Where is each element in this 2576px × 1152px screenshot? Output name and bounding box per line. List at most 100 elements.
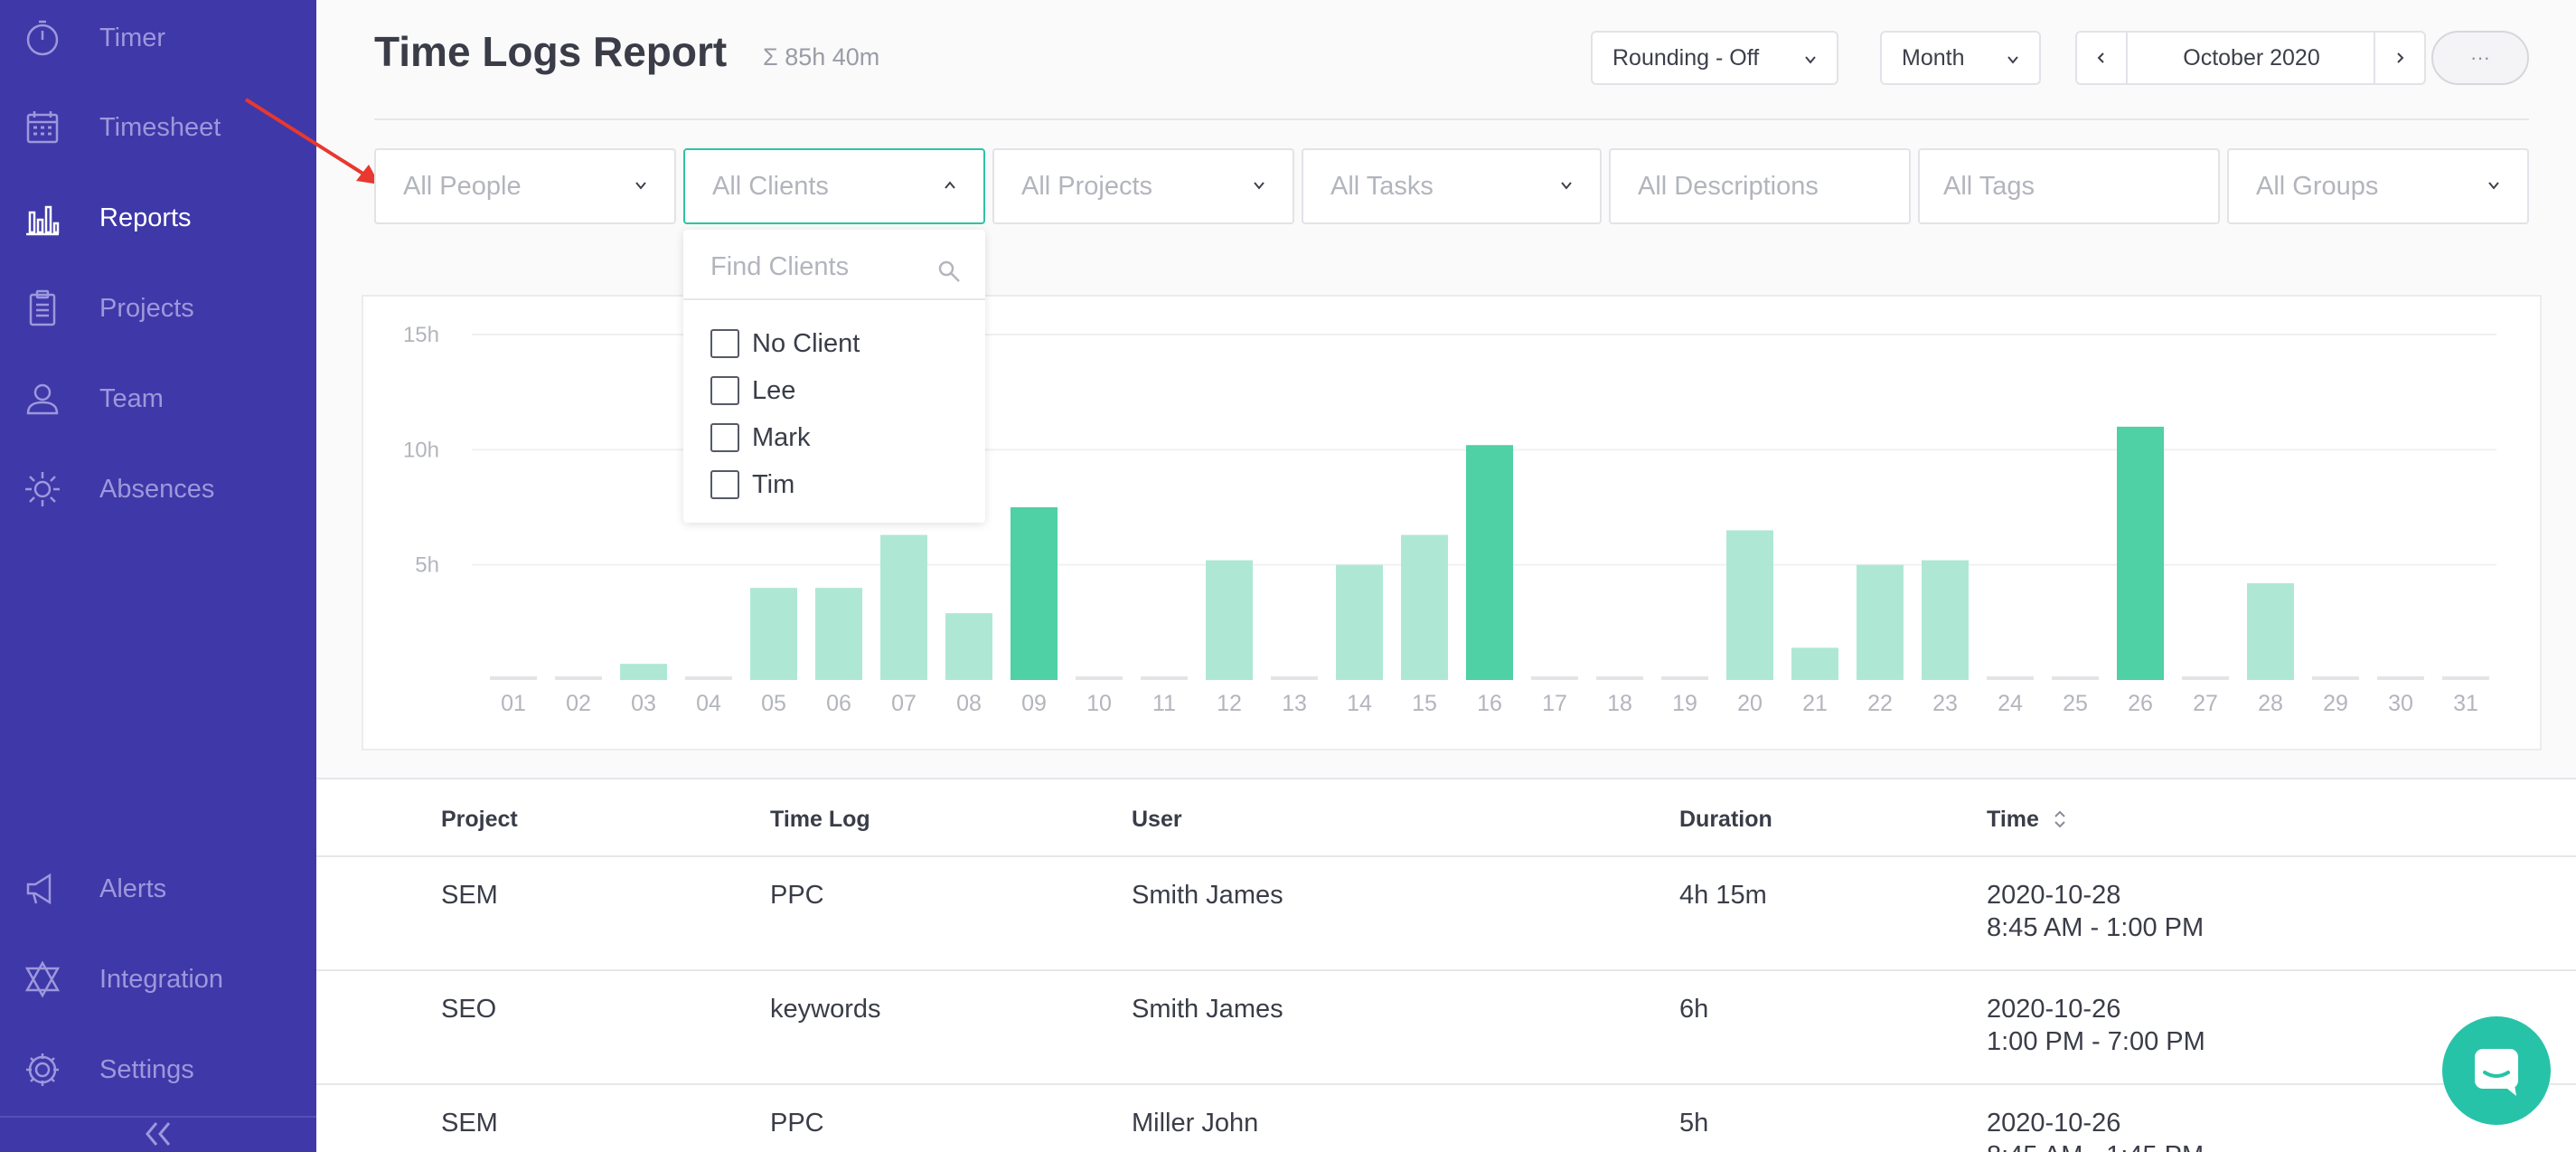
chart-bar[interactable]: [1661, 676, 1708, 680]
sidebar-item-label: Team: [99, 383, 164, 413]
projects-filter[interactable]: All Projects: [992, 148, 1294, 224]
cell-date: 2020-10-26: [1987, 995, 2121, 1024]
chart-bar[interactable]: [620, 664, 667, 680]
sidebar-item-projects[interactable]: Projects: [0, 268, 316, 349]
tags-filter[interactable]: All Tags: [1918, 148, 2220, 224]
row-divider: [316, 1083, 2576, 1085]
cell-project: SEO: [441, 995, 497, 1024]
chart-bar[interactable]: [2182, 676, 2229, 680]
chart-bar[interactable]: [2117, 426, 2164, 680]
cell-time-range: 8:45 AM - 1:45 PM: [1987, 1141, 2204, 1152]
period-select[interactable]: Month: [1880, 31, 2041, 85]
column-header-user[interactable]: User: [1132, 807, 1182, 832]
x-tick-label: 14: [1347, 691, 1372, 716]
row-divider: [316, 855, 2576, 857]
chart-bar[interactable]: [1726, 530, 1773, 680]
x-tick-label: 23: [1932, 691, 1958, 716]
chart-bar[interactable]: [1531, 676, 1578, 680]
column-header-time[interactable]: Time: [1987, 807, 2067, 833]
sidebar-item-label: Alerts: [99, 873, 167, 903]
x-tick-label: 18: [1607, 691, 1632, 716]
chevron-down-icon: [635, 182, 646, 190]
chart-bar[interactable]: [815, 588, 862, 680]
sidebar-item-team[interactable]: Team: [0, 358, 316, 439]
sidebar-item-label: Integration: [99, 964, 224, 994]
client-option-label: No Client: [752, 328, 860, 358]
chart-bar[interactable]: [490, 676, 537, 680]
sort-icon: [2054, 810, 2065, 828]
chart-bar[interactable]: [2247, 583, 2294, 680]
cell-time-range: 1:00 PM - 7:00 PM: [1987, 1027, 2205, 1056]
sidebar-item-settings[interactable]: Settings: [0, 1029, 316, 1110]
sidebar-item-alerts[interactable]: Alerts: [0, 848, 316, 930]
chart-bar[interactable]: [1922, 560, 1969, 680]
chart-bar[interactable]: [2377, 676, 2424, 680]
chart-bar[interactable]: [555, 676, 602, 680]
chat-button[interactable]: [2442, 1016, 2551, 1125]
next-month-button[interactable]: [2374, 33, 2424, 83]
x-tick-label: 16: [1477, 691, 1502, 716]
chart-bar[interactable]: [1987, 676, 2034, 680]
sidebar-item-absences[interactable]: Absences: [0, 449, 316, 530]
chart-bar[interactable]: [1141, 676, 1188, 680]
chart-bar[interactable]: [2442, 676, 2489, 680]
current-month: October 2020: [2183, 44, 2320, 71]
x-tick-label: 30: [2388, 691, 2413, 716]
more-options-button[interactable]: ···: [2431, 31, 2529, 85]
chart-bar[interactable]: [1466, 445, 1513, 680]
checkbox[interactable]: [710, 423, 739, 452]
sidebar-item-timer[interactable]: Timer: [0, 0, 316, 79]
client-option-tim[interactable]: Tim: [710, 467, 794, 503]
sidebar-item-reports[interactable]: Reports: [0, 177, 316, 259]
people-filter[interactable]: All People: [374, 148, 676, 224]
descriptions-filter[interactable]: All Descriptions: [1609, 148, 1911, 224]
collapse-sidebar-button[interactable]: [0, 1116, 316, 1152]
client-option-label: Mark: [752, 422, 811, 452]
checkbox[interactable]: [710, 376, 739, 405]
chart-bar[interactable]: [2052, 676, 2099, 680]
sidebar: Timer Timesheet Reports Projects Team Ab…: [0, 0, 316, 1152]
person-icon: [22, 378, 63, 420]
checkbox[interactable]: [710, 470, 739, 499]
client-option-mark[interactable]: Mark: [710, 420, 810, 456]
column-header-time-log[interactable]: Time Log: [770, 807, 870, 832]
x-tick-label: 21: [1802, 691, 1828, 716]
sidebar-item-integration[interactable]: Integration: [0, 939, 316, 1020]
x-tick-label: 17: [1542, 691, 1567, 716]
chart-bar[interactable]: [1271, 676, 1318, 680]
rounding-select[interactable]: Rounding - Off: [1591, 31, 1838, 85]
column-header-duration[interactable]: Duration: [1679, 807, 1772, 832]
chart-bar[interactable]: [685, 676, 732, 680]
tasks-filter[interactable]: All Tasks: [1302, 148, 1602, 224]
cell-time-range: 8:45 AM - 1:00 PM: [1987, 913, 2205, 942]
client-option-lee[interactable]: Lee: [710, 373, 795, 409]
row-divider: [316, 969, 2576, 971]
chart-bar[interactable]: [1336, 564, 1383, 680]
client-option-no-client[interactable]: No Client: [710, 326, 860, 362]
x-tick-label: 31: [2453, 691, 2478, 716]
x-tick-label: 19: [1672, 691, 1697, 716]
chart-bar[interactable]: [1401, 534, 1448, 680]
chart-bar[interactable]: [1596, 676, 1643, 680]
x-tick-label: 07: [891, 691, 917, 716]
previous-month-button[interactable]: [2077, 33, 2128, 83]
gear-icon: [22, 1049, 63, 1091]
clients-filter[interactable]: All Clients: [683, 148, 985, 224]
chart-bar[interactable]: [750, 588, 797, 680]
chart-bar[interactable]: [1076, 676, 1123, 680]
chart-bar[interactable]: [945, 613, 992, 680]
clients-filter-label: All Clients: [712, 171, 829, 201]
chart-bar[interactable]: [1011, 507, 1058, 680]
chart-bar[interactable]: [880, 534, 927, 680]
cell-date: 2020-10-26: [1987, 1109, 2121, 1138]
x-tick-label: 11: [1152, 691, 1176, 716]
column-header-project[interactable]: Project: [441, 807, 518, 832]
chart-bar[interactable]: [1857, 564, 1904, 680]
chart-bar[interactable]: [2312, 676, 2359, 680]
checkbox[interactable]: [710, 329, 739, 358]
chart-bar[interactable]: [1206, 560, 1253, 680]
groups-filter[interactable]: All Groups: [2227, 148, 2529, 224]
chart-bar[interactable]: [1791, 647, 1838, 680]
sidebar-item-timesheet[interactable]: Timesheet: [0, 87, 316, 168]
find-clients-input[interactable]: [710, 244, 945, 289]
